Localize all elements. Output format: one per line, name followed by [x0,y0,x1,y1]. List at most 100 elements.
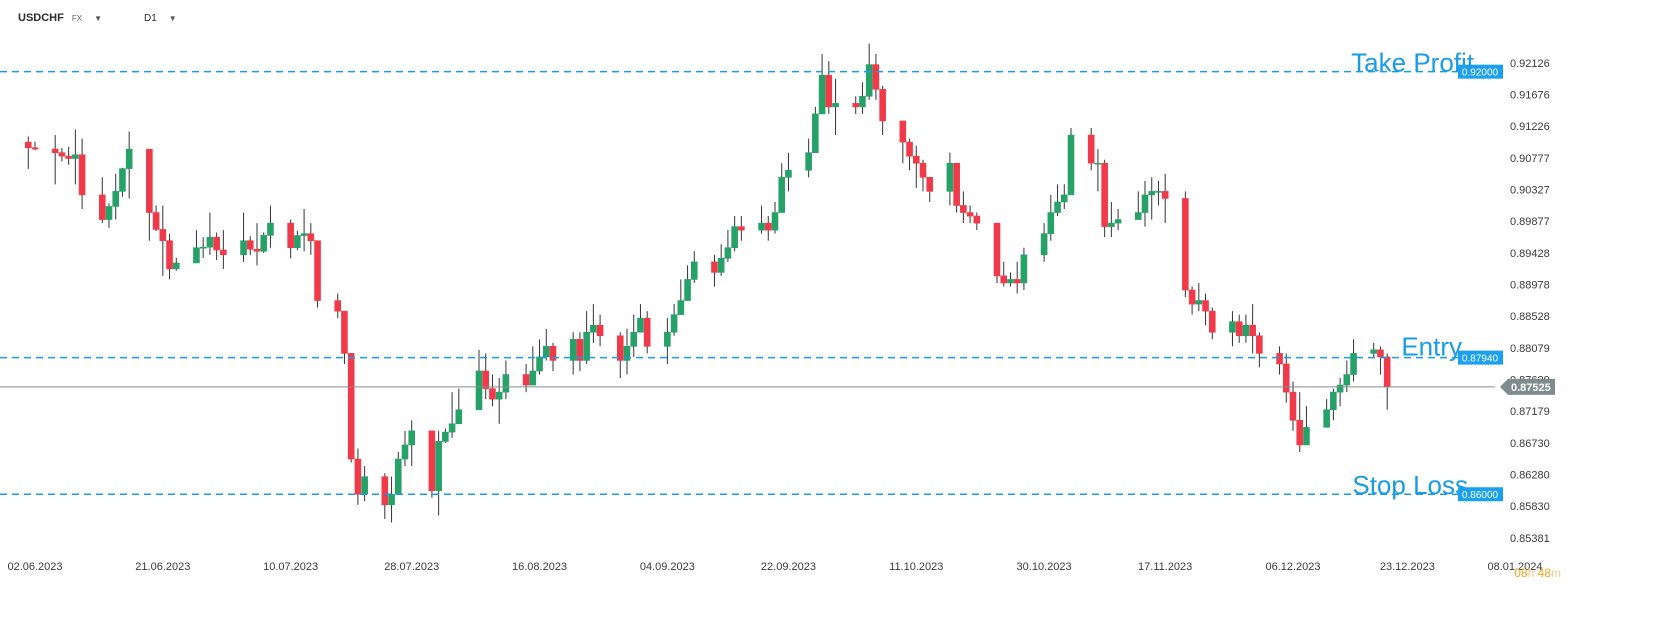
candle-bear [381,476,389,506]
candle-bull [677,300,685,315]
candle-bull [946,162,954,192]
candle-bear [220,249,227,256]
candle-bull [475,370,483,411]
candle-bull [105,206,113,220]
candle-bull [771,212,779,231]
candle-bull [630,331,638,347]
candle-bull [1007,279,1014,284]
countdown-h-unit: h [1527,566,1535,580]
candle-bear [1101,162,1108,227]
level-price-label: 0.92000 [1462,68,1499,79]
candle-bear [764,222,772,231]
candle-bear [1161,191,1169,199]
candles [24,43,1391,523]
candle-bull [1242,324,1250,337]
current-price-tag [1500,378,1555,395]
x-tick-label: 10.07.2023 [263,561,318,573]
candle-bear [146,148,153,213]
candle-bull [670,314,678,333]
candle-bull [394,458,402,495]
candle-bear [65,155,72,159]
candle-bear [152,212,160,230]
candle-bull [1155,191,1162,193]
candle-bull [1229,321,1236,333]
candle-bear [1202,300,1209,312]
chart-header: USDCHF FX ▼ D1 ▼ [18,10,177,26]
candle-bull [495,391,503,400]
candle-bull [818,74,826,115]
x-tick-label: 02.06.2023 [7,561,62,573]
candle-bull [408,430,416,446]
y-tick-label: 0.90327 [1510,184,1550,196]
candle-bear [1289,391,1297,421]
candle-bull [1054,201,1061,213]
candle-bull [637,317,644,333]
candle-bear [341,310,348,354]
candle-bull [731,226,738,249]
chevron-down-icon[interactable]: ▼ [94,13,102,23]
level-price-tag [1458,487,1503,502]
candle-bear [576,339,584,361]
candle-bear [926,177,934,192]
candle-bear [314,240,321,301]
candle-bull [401,444,409,460]
candle-bull [1330,391,1337,411]
y-tick-label: 0.85381 [1510,533,1550,545]
candle-bull [199,246,207,249]
candle-bull [859,96,866,108]
x-tick-label: 08.01.2024 [1487,561,1542,573]
y-tick-label: 0.86280 [1510,470,1550,482]
chevron-down-icon[interactable]: ▼ [168,13,177,23]
candle-bear [711,261,718,273]
y-tick-label: 0.89877 [1510,216,1550,228]
candle-bull [1060,194,1068,203]
candle-bear [879,88,886,122]
candle-bull [684,279,691,301]
candle-bear [58,152,66,157]
candle-bull [240,240,247,256]
timeframe-label[interactable]: D1 [144,12,157,24]
candle-bull [193,247,200,264]
candle-bear [1087,134,1095,164]
candle-bull [1336,384,1344,393]
candle-bull [778,177,786,213]
candle-bear [966,212,974,217]
candle-bear [919,162,927,178]
candle-bull [435,441,442,492]
x-tick-label: 30.10.2023 [1017,561,1072,573]
candle-bear [973,215,981,224]
candle-bull [300,233,308,236]
candle-bear [1013,279,1021,284]
level-name: Take Profit [1351,48,1475,78]
candle-bear [428,430,436,492]
candle-bear [287,222,294,249]
candle-bear [899,120,907,143]
candle-bull [1195,300,1203,305]
x-tick-label: 22.09.2023 [761,561,816,573]
candle-bull [832,103,839,108]
candle-bull [1040,233,1048,256]
candle-bear [993,222,1001,277]
level-name: Stop Loss [1352,470,1468,500]
candle-bull [206,236,214,248]
candle-bull [865,64,873,97]
candle-bull [260,235,268,252]
candle-bull [623,346,631,361]
y-tick-label: 0.88978 [1510,280,1550,292]
candle-bull [724,247,732,259]
current-price-label: 0.87525 [1511,382,1551,394]
candle-bear [522,374,530,386]
candle-bull [1067,134,1075,196]
y-tick-label: 0.86730 [1510,438,1550,450]
candle-bull [758,222,765,231]
candle-bull [442,431,449,442]
candle-bull [1350,353,1357,375]
x-tick-label: 21.06.2023 [135,561,190,573]
candle-bear [1256,335,1263,354]
candle-bear [166,240,173,270]
level-price-label: 0.87940 [1462,354,1499,365]
candle-bull [1047,212,1055,234]
symbol-label[interactable]: USDCHF [18,12,64,24]
